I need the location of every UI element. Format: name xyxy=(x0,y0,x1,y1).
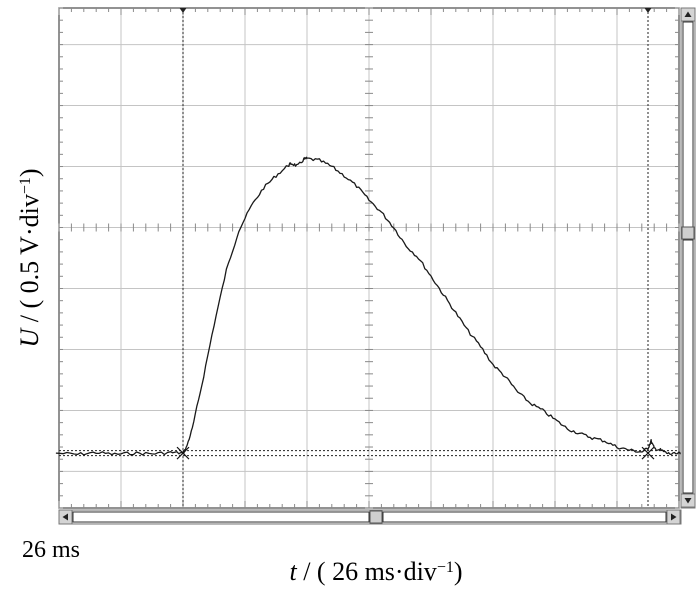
up-arrow-icon xyxy=(684,11,692,17)
scroll-track-left[interactable] xyxy=(72,511,370,523)
y-axis-label: U / ( 0.5 V·div−1) xyxy=(15,168,44,347)
x-axis-label: t / ( 26 ms·div−1) xyxy=(289,557,462,586)
left-arrow-icon xyxy=(62,513,68,521)
cursor-triangle-icon xyxy=(179,8,187,13)
time-cursors xyxy=(179,8,652,508)
scroll-track-right[interactable] xyxy=(382,511,667,523)
baseline-cursors xyxy=(59,450,679,457)
right-arrow-icon xyxy=(671,513,677,521)
vertical-scrollbar[interactable] xyxy=(680,7,696,509)
cursor-markers xyxy=(176,446,655,460)
scroll-thumb[interactable] xyxy=(681,226,695,240)
tick-marks xyxy=(58,7,680,509)
cross-marker xyxy=(176,446,190,460)
horizontal-scrollbar[interactable] xyxy=(58,509,682,525)
cross-marker xyxy=(641,446,655,460)
scroll-track-lower[interactable] xyxy=(682,239,694,494)
time-scale-readout: 26 ms xyxy=(22,537,81,563)
scroll-track-upper[interactable] xyxy=(682,21,694,228)
signal-trace xyxy=(55,156,683,456)
horizontal-scroll-thumb[interactable] xyxy=(369,510,383,524)
cursor-triangle-icon xyxy=(644,8,652,13)
down-arrow-icon xyxy=(684,498,692,504)
